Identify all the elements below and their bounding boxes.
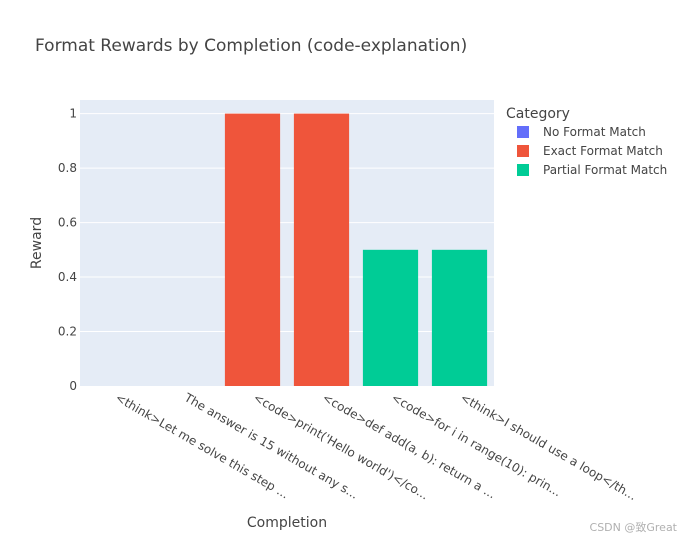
y-axis-ticks: 0 0.2 0.4 0.6 0.8 1 (58, 107, 77, 393)
bar (431, 249, 488, 386)
plot-area (80, 100, 494, 386)
watermark: CSDN @致Great (590, 520, 678, 534)
bar (224, 113, 281, 386)
legend: Category No Format Match Exact Format Mat… (506, 106, 667, 177)
legend-item-label: Exact Format Match (543, 144, 663, 158)
legend-swatch (517, 145, 529, 157)
x-axis-title: Completion (247, 515, 327, 531)
y-tick-label: 0 (69, 379, 77, 393)
x-axis-ticks: <think>Let me solve this step ...The ans… (113, 390, 639, 503)
legend-swatch (517, 164, 529, 176)
bar (362, 249, 419, 386)
bar (293, 113, 350, 386)
y-axis-title: Reward (29, 217, 45, 269)
bar-series (224, 113, 488, 386)
y-tick-label: 1 (69, 107, 77, 121)
legend-item-label: Partial Format Match (543, 163, 667, 177)
chart-title: Format Rewards by Completion (code-expla… (35, 36, 467, 56)
grid-lines (80, 113, 494, 333)
y-tick-label: 0.4 (58, 270, 77, 284)
legend-swatch (517, 126, 529, 138)
y-tick-label: 0.2 (58, 325, 77, 339)
y-tick-label: 0.8 (58, 161, 77, 175)
legend-item-label: No Format Match (543, 125, 646, 139)
legend-title: Category (506, 106, 570, 122)
y-tick-label: 0.6 (58, 216, 77, 230)
